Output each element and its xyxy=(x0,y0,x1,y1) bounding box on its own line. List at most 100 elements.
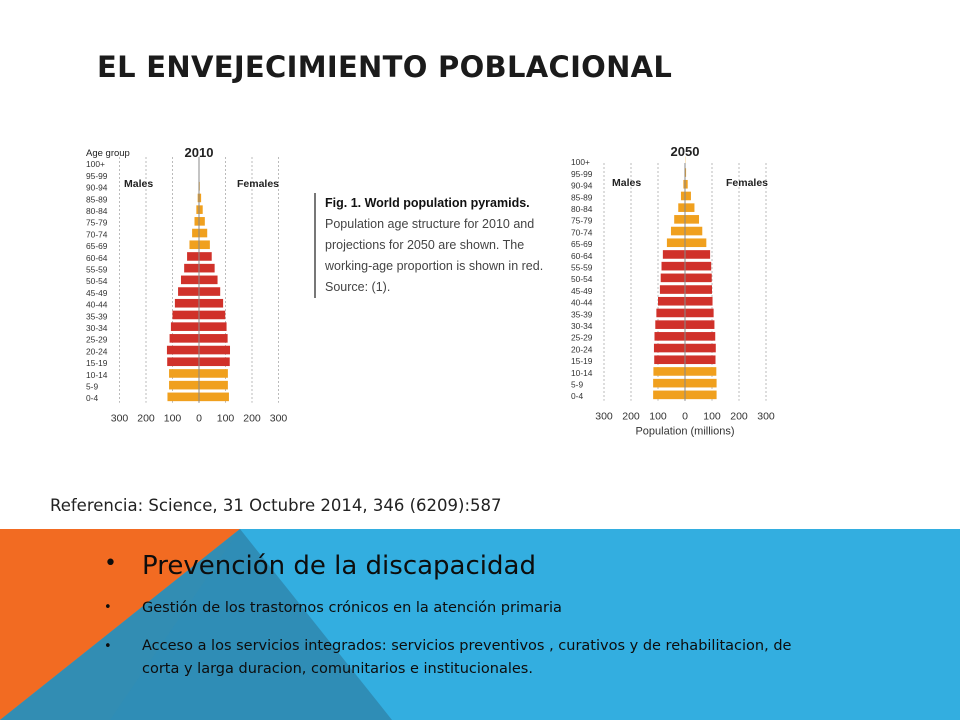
bar-females xyxy=(199,275,218,285)
band-teal-wedge xyxy=(0,529,392,720)
bar-males xyxy=(197,193,199,203)
age-group-label: 20-24 xyxy=(86,346,108,356)
bar-males xyxy=(196,205,199,214)
x-tick-label: 0 xyxy=(682,411,688,423)
age-group-label: 95-99 xyxy=(86,171,108,181)
males-label: Males xyxy=(124,178,153,190)
bullet-sub-2-text: Acceso a los servicios integrados: servi… xyxy=(142,638,792,677)
bar-males xyxy=(660,273,685,283)
age-group-label: 90-94 xyxy=(571,181,593,191)
bar-females xyxy=(199,287,221,296)
bar-females xyxy=(685,203,695,212)
bullet-dot: • xyxy=(104,639,112,654)
age-group-label: 45-49 xyxy=(571,286,593,296)
bar-males xyxy=(180,275,199,285)
band-background xyxy=(0,529,960,720)
age-group-label: 100+ xyxy=(571,157,590,167)
age-group-label: 15-19 xyxy=(86,358,108,368)
bar-males xyxy=(187,252,199,261)
age-group-label: 50-54 xyxy=(571,274,593,284)
bar-females xyxy=(685,215,700,224)
x-tick-label: 100 xyxy=(164,413,182,425)
age-group-label: 65-69 xyxy=(571,239,593,249)
age-group-label: 70-74 xyxy=(86,229,108,239)
age-group-label: 60-64 xyxy=(571,251,593,261)
bar-males xyxy=(194,217,199,226)
bar-females xyxy=(199,310,226,320)
age-group-label: 70-74 xyxy=(571,227,593,237)
bar-females xyxy=(199,205,203,214)
caption-title: Fig. 1. World population pyramids. xyxy=(325,196,530,210)
bar-males xyxy=(192,228,199,238)
bullet-dot: • xyxy=(104,551,117,576)
age-group-label: 25-29 xyxy=(86,335,108,345)
bar-males xyxy=(670,226,685,236)
bar-males xyxy=(656,308,685,318)
band-teal-dark xyxy=(0,529,240,720)
age-group-label: 75-79 xyxy=(571,216,593,226)
age-group-label: 45-49 xyxy=(86,288,108,298)
age-group-label: 100+ xyxy=(86,159,105,169)
x-tick-label: 200 xyxy=(137,413,155,425)
females-label: Females xyxy=(726,177,768,189)
bar-females xyxy=(199,380,228,390)
bar-females xyxy=(685,296,713,306)
x-tick-label: 300 xyxy=(270,413,288,425)
reference-text: Referencia: Science, 31 Octubre 2014, 34… xyxy=(50,496,502,515)
bar-females xyxy=(685,250,711,259)
bar-females xyxy=(685,320,715,329)
bar-females xyxy=(199,369,228,378)
age-group-label: 75-79 xyxy=(86,218,108,228)
age-group-label: 80-84 xyxy=(86,206,108,216)
bar-males xyxy=(662,250,685,259)
bar-females xyxy=(199,322,227,331)
x-tick-label: 0 xyxy=(196,413,202,425)
chart-title: 2050 xyxy=(671,144,700,159)
bar-males xyxy=(169,369,199,378)
bar-females xyxy=(199,392,229,402)
bar-males xyxy=(172,310,199,320)
bullet-sub-1: • Gestión de los trastornos crónicos en l… xyxy=(104,600,562,616)
bar-males xyxy=(167,357,199,367)
bar-males xyxy=(661,261,685,271)
bar-males xyxy=(653,390,685,400)
bar-males xyxy=(653,343,685,353)
bar-females xyxy=(685,343,716,353)
bar-males xyxy=(683,179,685,189)
bar-males xyxy=(166,345,199,355)
bottom-band: • Prevención de la discapacidad • Gestión … xyxy=(0,529,960,720)
bar-females xyxy=(685,179,688,189)
age-group-label: 55-59 xyxy=(571,263,593,273)
bar-males xyxy=(169,380,199,390)
bar-females xyxy=(685,355,716,365)
bar-males xyxy=(167,392,199,402)
bar-males xyxy=(653,378,685,388)
bar-males xyxy=(170,322,199,331)
age-group-label: 5-9 xyxy=(571,380,583,390)
x-tick-label: 100 xyxy=(217,413,235,425)
bullet-sub-2: • Acceso a los servicios integrados: serv… xyxy=(104,635,822,681)
x-tick-label: 300 xyxy=(111,413,129,425)
bullet-list: • Prevención de la discapacidad • Gestión … xyxy=(0,529,960,720)
bar-males xyxy=(674,215,685,224)
age-group-label: 15-19 xyxy=(571,356,593,366)
age-group-label: 65-69 xyxy=(86,241,108,251)
caption-text: Population age structure for 2010 and pr… xyxy=(325,217,544,294)
bar-males xyxy=(654,355,685,365)
bar-females xyxy=(199,217,205,226)
age-group-label: 55-59 xyxy=(86,265,108,275)
bar-females xyxy=(685,390,717,400)
bar-males xyxy=(680,191,685,201)
age-group-label: 20-24 xyxy=(571,344,593,354)
bar-males xyxy=(653,367,685,376)
bar-males xyxy=(178,287,199,296)
x-tick-label: 300 xyxy=(595,411,613,423)
bullet-sub-1-text: Gestión de los trastornos crónicos en la… xyxy=(142,600,562,616)
x-tick-label: 200 xyxy=(730,411,748,423)
bar-females xyxy=(685,273,712,283)
bullet-main: • Prevención de la discapacidad xyxy=(104,551,536,581)
bar-females xyxy=(199,263,215,273)
bar-females xyxy=(199,252,212,261)
bullet-main-text: Prevención de la discapacidad xyxy=(142,551,536,581)
